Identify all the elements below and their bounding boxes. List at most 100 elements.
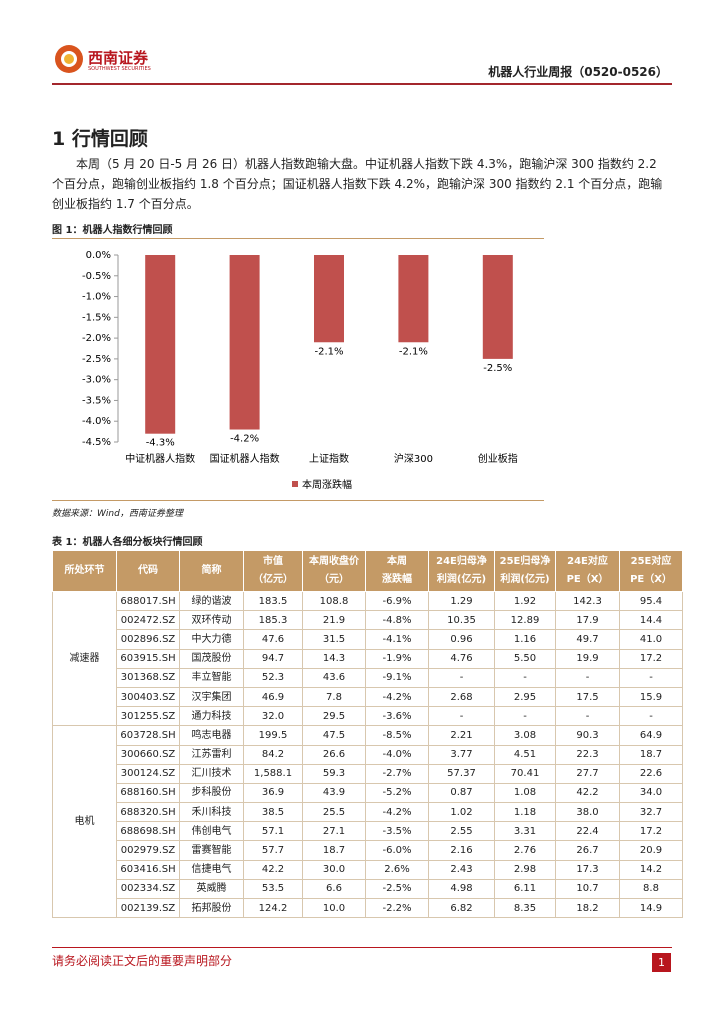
cell: 0.87 [428,782,495,804]
cell: 18.7 [302,840,366,861]
header-line: 24E对应 [567,556,608,567]
cell: 27.1 [302,821,366,842]
cell: - [555,667,620,688]
cell: 002896.SZ [116,629,180,650]
header-line: 涨跌幅 [382,574,412,585]
header-line: 本周收盘价 [309,556,359,567]
cell: 10.7 [555,878,620,900]
cell: 42.2 [243,859,303,880]
cell: 32.0 [243,706,303,727]
x-tick-label: 沪深300 [394,452,433,465]
cell: -6.0% [365,840,429,861]
y-tick-label: -4.0% [82,416,111,427]
cell: 江苏雷利 [179,744,244,765]
cell: 57.1 [243,821,303,842]
cell: - [428,706,495,727]
cell: 603416.SH [116,859,180,880]
cell: 688017.SH [116,590,180,612]
cell: -8.5% [365,725,429,746]
cell: 84.2 [243,744,303,765]
cell: 17.2 [619,821,683,842]
cell: 17.9 [555,610,620,631]
table-row: 300660.SZ 江苏雷利 84.2 26.6 -4.0% 3.77 4.51 22.3 18… [53,744,683,765]
x-tick-label: 上证指数 [309,452,349,465]
table-row: 300124.SZ 汇川技术 1,588.1 59.3 -2.7% 57.37 70.41 2… [53,763,683,784]
table-row: 603416.SH 信捷电气 42.2 30.0 2.6% 2.43 2.98 17.3 14.… [53,859,683,880]
y-tick-label: -3.0% [82,375,111,386]
cell: 42.2 [555,782,620,804]
cell: - [619,706,683,727]
cell: 49.7 [555,629,620,650]
table-caption: 表 1：机器人各细分板块行情回顾 [52,537,203,548]
cell: 688320.SH [116,802,180,823]
cell: -4.2% [365,802,429,823]
figure-source: 数据来源：Wind，西南证券整理 [52,509,183,519]
caption-rule [52,238,544,239]
cell: 21.9 [302,610,366,631]
bar [229,255,260,430]
cell: 142.3 [555,590,620,612]
table-row: 300403.SZ 汉宇集团 46.9 7.8 -4.2% 2.68 2.95 17.5 15.… [53,686,683,708]
cell: 3.08 [494,725,556,746]
page-number: 1 [652,953,671,972]
cell: 步科股份 [179,782,244,804]
cell: 2.43 [428,859,495,880]
legend-label: 本周涨跌幅 [302,478,352,491]
header-cell: 本周收盘价 （元） [302,550,366,592]
cell: 47.5 [302,725,366,746]
header-line: 所处环节 [64,565,105,576]
cell: 002334.SZ [116,878,180,900]
cell: 8.8 [619,878,683,900]
cell: 57.37 [428,763,495,784]
cell: 1.18 [494,802,556,823]
header-cell: 代码 [116,550,180,592]
cell: 15.9 [619,686,683,708]
cell: 2.21 [428,725,495,746]
cell: 124.2 [243,897,303,919]
cell: - [555,706,620,727]
cell: 8.35 [494,897,556,919]
cell: 29.5 [302,706,366,727]
group-cell: 减速器 [52,590,117,727]
table-row: 002979.SZ 雷赛智能 57.7 18.7 -6.0% 2.16 2.76 26.7 20… [53,840,683,861]
cell: 4.98 [428,878,495,900]
cell: 30.0 [302,859,366,880]
cell: 22.4 [555,821,620,842]
table-row: 603915.SH 国茂股份 94.7 14.3 -1.9% 4.76 5.50 19.9 17… [53,648,683,669]
x-tick-label: 创业板指 [478,452,518,465]
table-row: 002472.SZ 双环传动 185.3 21.9 -4.8% 10.35 12.89 17.… [53,610,683,631]
bar [314,255,344,343]
cell: 27.7 [555,763,620,784]
cell: 31.5 [302,629,366,650]
y-tick-label: -0.5% [82,271,111,282]
header-cell: 25E归母净 利润(亿元) [494,550,556,592]
cell: 26.6 [302,744,366,765]
cell: 2.16 [428,840,495,861]
cell: 603728.SH [116,725,180,746]
cell: 688160.SH [116,782,180,804]
cell: 59.3 [302,763,366,784]
table-row: 301255.SZ 通力科技 32.0 29.5 -3.6% - - - - [53,706,683,727]
cell: 14.3 [302,648,366,669]
cell: 6.6 [302,878,366,900]
value-label: -4.2% [230,434,259,445]
cell: 中大力德 [179,629,244,650]
cell: 18.2 [555,897,620,919]
cell: 0.96 [428,629,495,650]
cell: 32.7 [619,802,683,823]
cell: 拓邦股份 [179,897,244,919]
cell: 603915.SH [116,648,180,669]
cell: 6.11 [494,878,556,900]
logo-sub: SOUTHWEST SECURITIES [88,66,151,72]
cell: 10.35 [428,610,495,631]
bar [482,255,513,359]
value-label: -2.1% [399,346,428,357]
cell: 002139.SZ [116,897,180,919]
cell: 38.0 [555,802,620,823]
cell: 12.89 [494,610,556,631]
header-line: （元） [319,574,349,585]
header-line: 利润(亿元) [436,574,487,585]
cell: 26.7 [555,840,620,861]
cell: 鸣志电器 [179,725,244,746]
cell: 双环传动 [179,610,244,631]
